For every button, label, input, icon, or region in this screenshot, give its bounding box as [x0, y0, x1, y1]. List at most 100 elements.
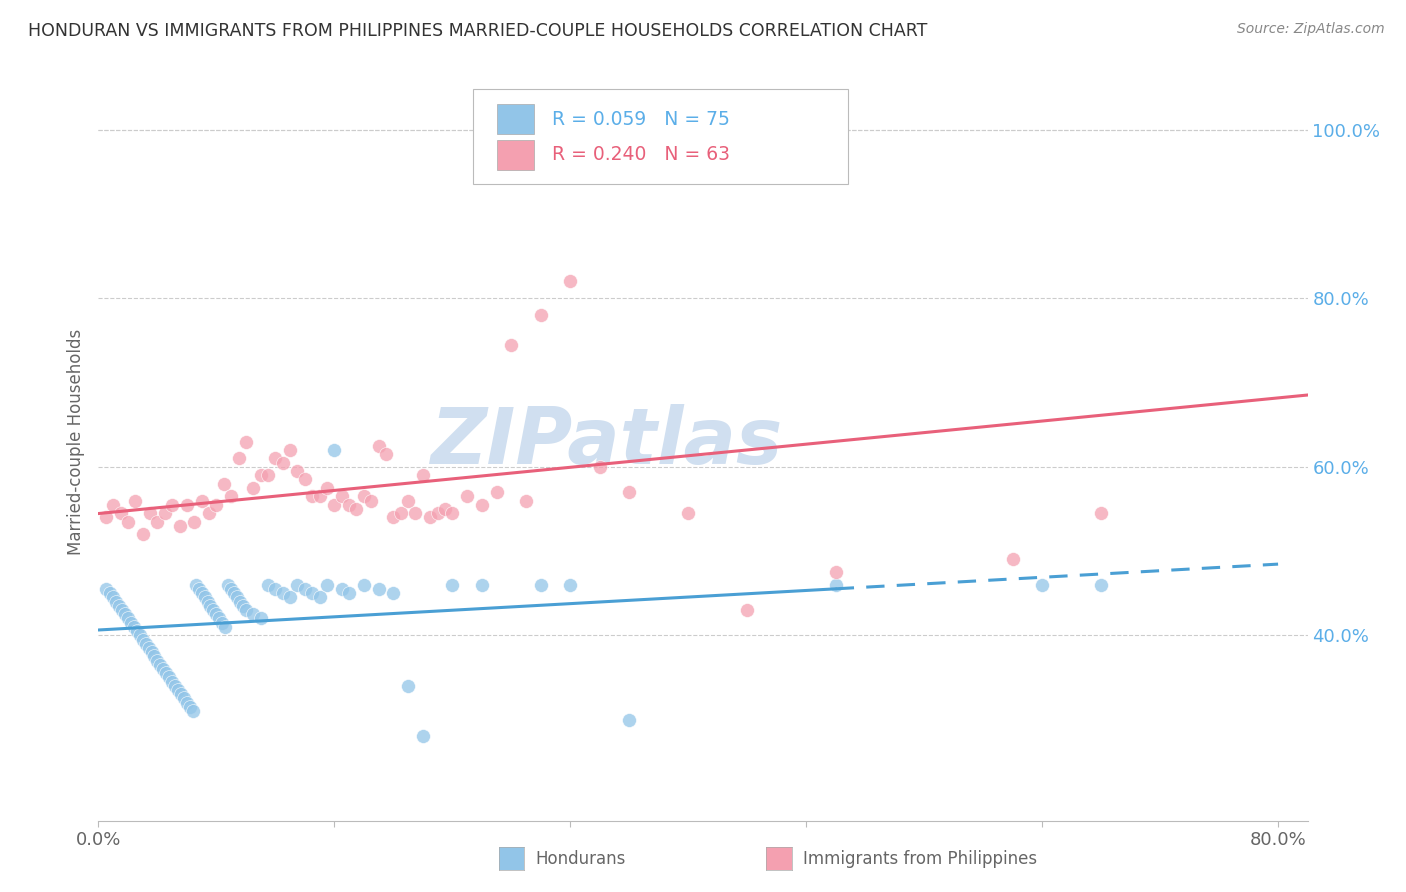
Point — [194, 591, 217, 605]
Point — [214, 620, 236, 634]
Point — [271, 586, 294, 600]
Point — [173, 691, 195, 706]
Point — [235, 434, 257, 449]
Point — [360, 493, 382, 508]
Point — [678, 506, 700, 520]
Point — [619, 485, 641, 500]
Point — [367, 582, 389, 596]
Point — [412, 730, 434, 744]
Point — [294, 473, 316, 487]
Point — [179, 700, 201, 714]
Point — [530, 578, 553, 592]
Point — [176, 498, 198, 512]
Point — [160, 674, 183, 689]
Point — [152, 662, 174, 676]
Point — [108, 599, 131, 613]
Point — [190, 586, 212, 600]
Point — [122, 620, 145, 634]
Point — [294, 582, 316, 596]
Point — [560, 578, 582, 592]
Point — [170, 687, 193, 701]
Point — [471, 498, 494, 512]
Point — [441, 578, 464, 592]
Point — [589, 459, 612, 474]
Point — [346, 502, 368, 516]
Text: Source: ZipAtlas.com: Source: ZipAtlas.com — [1237, 22, 1385, 37]
Point — [202, 603, 225, 617]
Point — [441, 506, 464, 520]
FancyBboxPatch shape — [474, 89, 848, 184]
Point — [212, 476, 235, 491]
Point — [200, 599, 222, 613]
Point — [205, 607, 228, 622]
Point — [337, 498, 360, 512]
Point — [169, 518, 191, 533]
Point — [105, 594, 128, 608]
Point — [111, 603, 134, 617]
Text: R = 0.059   N = 75: R = 0.059 N = 75 — [551, 110, 730, 128]
Point — [515, 493, 537, 508]
Point — [146, 654, 169, 668]
Point — [316, 578, 339, 592]
Point — [181, 704, 204, 718]
Point — [308, 591, 330, 605]
Point — [396, 679, 419, 693]
Point — [501, 337, 523, 351]
Point — [94, 582, 117, 596]
Point — [264, 451, 287, 466]
Point — [176, 696, 198, 710]
Text: R = 0.240   N = 63: R = 0.240 N = 63 — [551, 145, 730, 164]
Point — [257, 468, 280, 483]
Point — [198, 506, 221, 520]
Point — [228, 451, 250, 466]
Point — [1001, 552, 1024, 566]
Point — [101, 498, 124, 512]
Point — [271, 456, 294, 470]
Point — [235, 603, 257, 617]
Point — [184, 578, 207, 592]
Point — [232, 599, 254, 613]
Point — [330, 582, 353, 596]
Point — [337, 586, 360, 600]
Text: HONDURAN VS IMMIGRANTS FROM PHILIPPINES MARRIED-COUPLE HOUSEHOLDS CORRELATION CH: HONDURAN VS IMMIGRANTS FROM PHILIPPINES … — [28, 22, 928, 40]
Point — [389, 506, 412, 520]
Point — [155, 666, 177, 681]
Point — [264, 582, 287, 596]
Point — [456, 489, 478, 503]
Point — [131, 632, 153, 647]
Point — [316, 481, 339, 495]
Point — [101, 591, 124, 605]
Point — [211, 615, 233, 630]
Point — [249, 611, 271, 625]
Point — [117, 611, 139, 625]
Point — [323, 498, 346, 512]
Point — [135, 637, 157, 651]
Point — [1090, 578, 1112, 592]
FancyBboxPatch shape — [498, 104, 534, 135]
Point — [124, 493, 146, 508]
Point — [98, 586, 121, 600]
Point — [125, 624, 148, 639]
Point — [197, 594, 219, 608]
FancyBboxPatch shape — [498, 140, 534, 170]
Point — [114, 607, 136, 622]
Point — [153, 506, 176, 520]
Point — [287, 464, 309, 478]
Point — [219, 582, 242, 596]
Point — [157, 670, 180, 684]
Point — [824, 565, 846, 579]
Point — [120, 615, 142, 630]
Point — [205, 498, 228, 512]
Point — [208, 611, 231, 625]
Point — [217, 578, 239, 592]
Text: Immigrants from Philippines: Immigrants from Philippines — [803, 849, 1038, 868]
Text: ZIPatlas: ZIPatlas — [430, 403, 782, 480]
Point — [131, 527, 153, 541]
Point — [117, 515, 139, 529]
Point — [375, 447, 398, 461]
Point — [146, 515, 169, 529]
Point — [330, 489, 353, 503]
Point — [301, 489, 323, 503]
Point — [353, 578, 375, 592]
Point — [160, 498, 183, 512]
